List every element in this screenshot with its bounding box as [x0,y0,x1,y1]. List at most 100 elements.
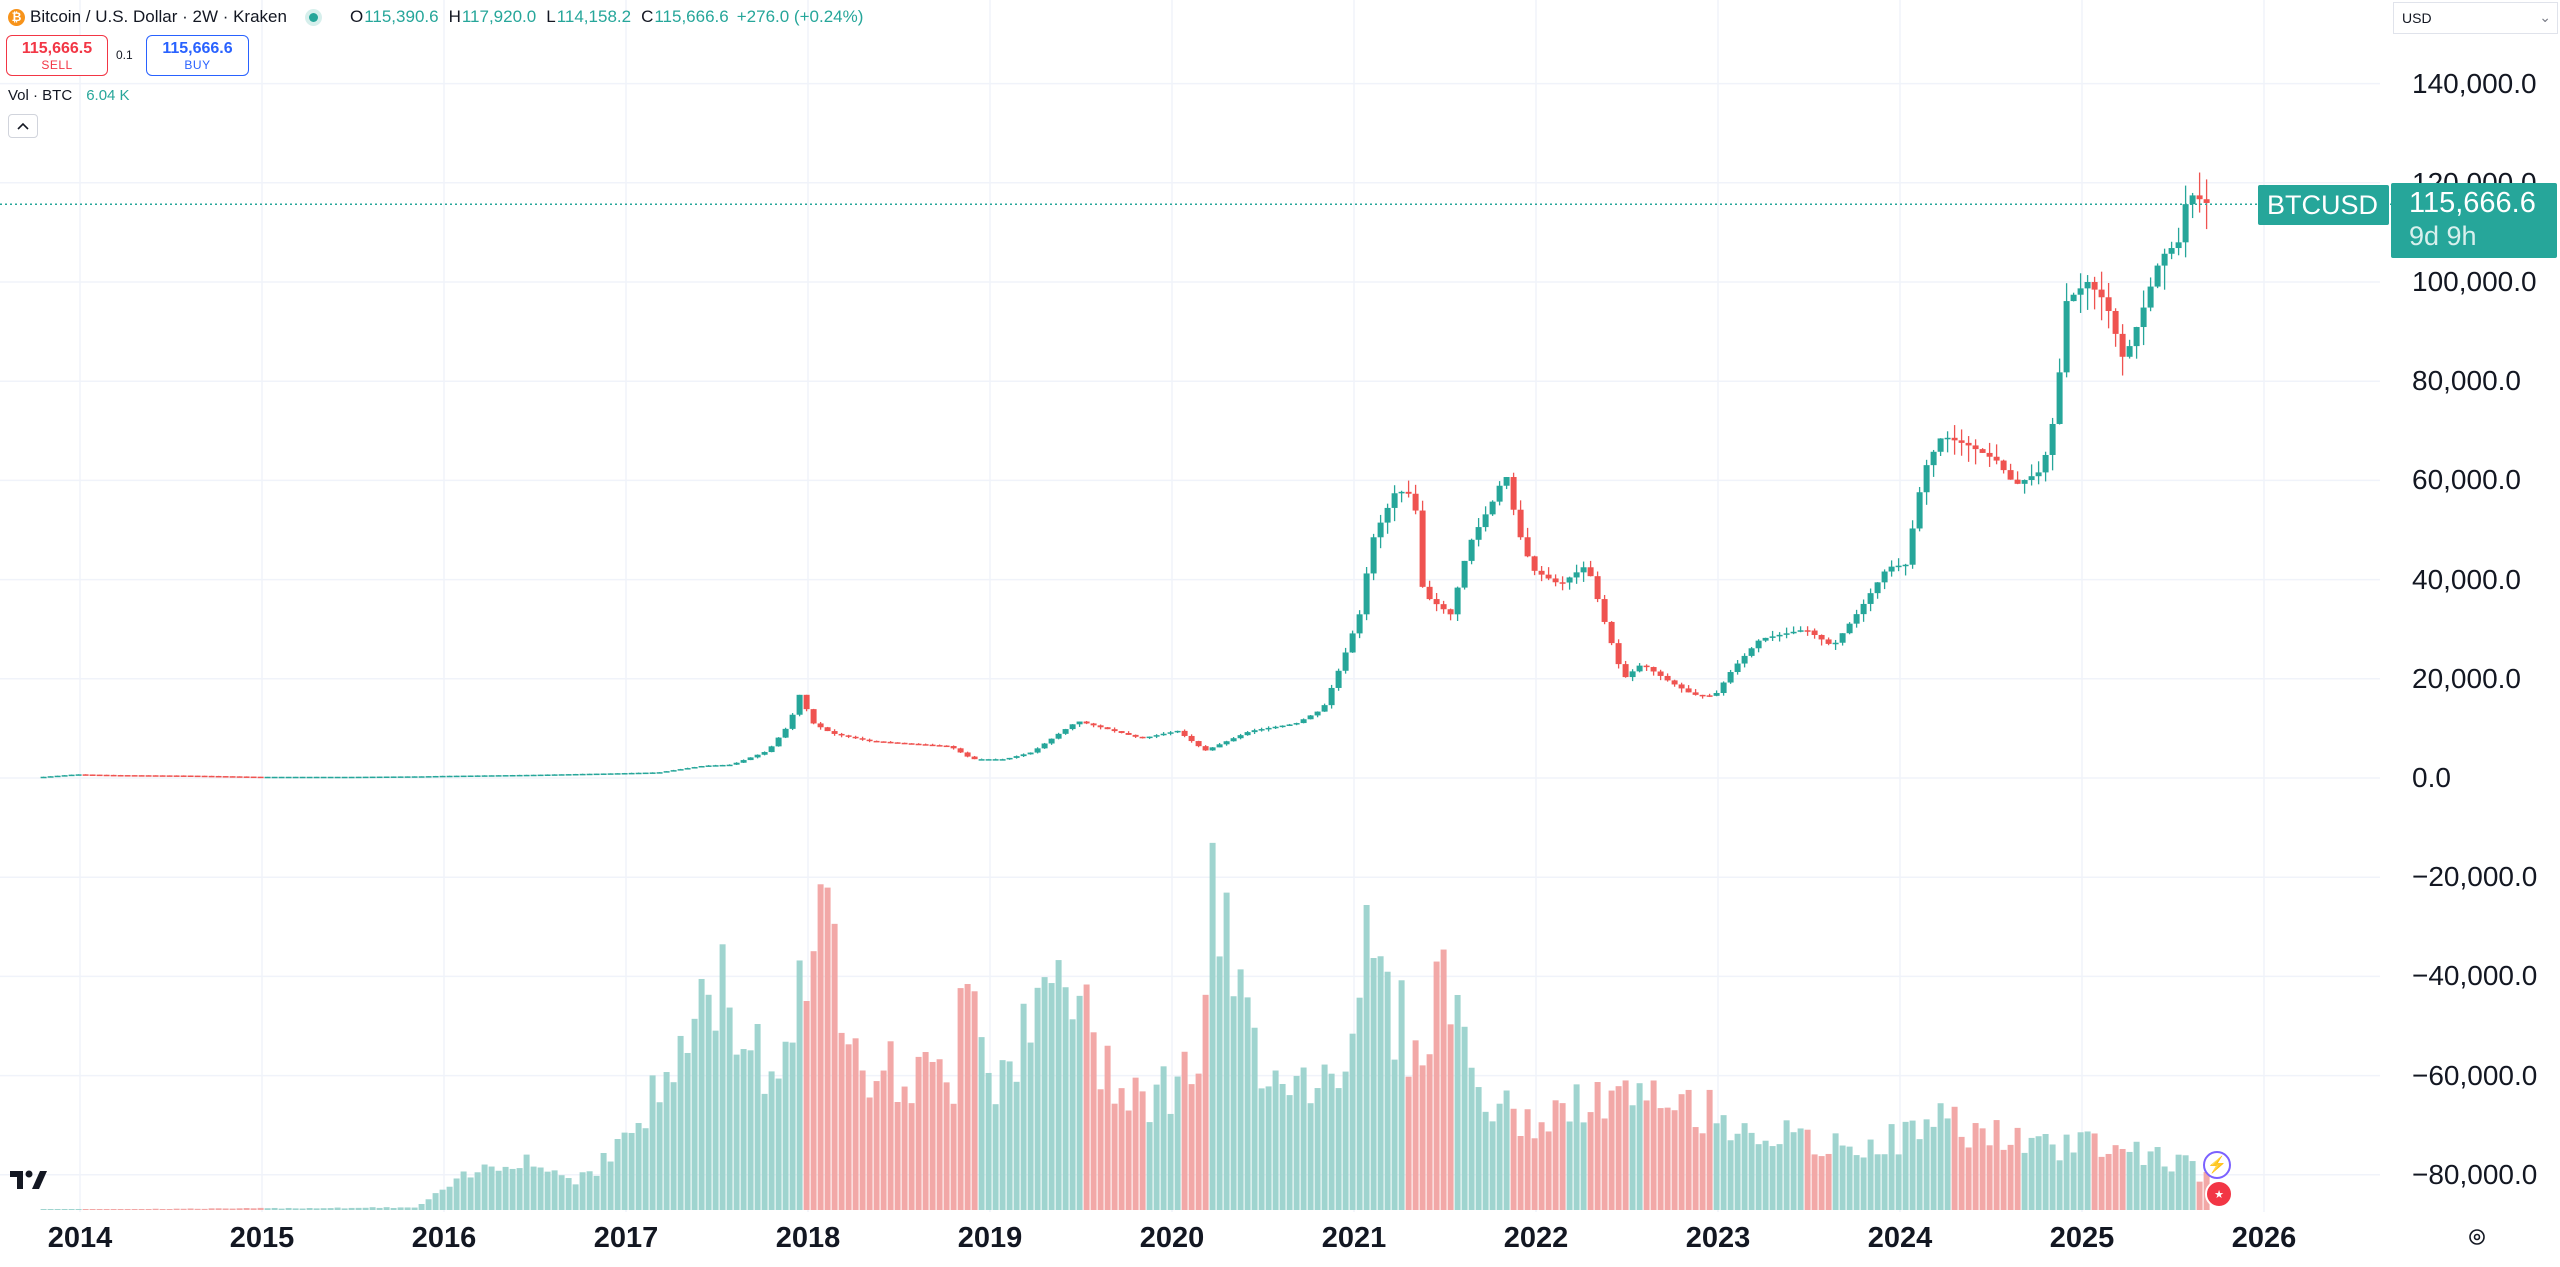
candle-body [103,774,110,777]
volume-bar [1335,1088,1342,1210]
volume-bar [1293,1075,1300,1210]
volume-bar [1552,1100,1559,1210]
tradingview-logo-icon[interactable] [10,1168,48,1192]
volume-bar [607,1161,614,1210]
candle-body [47,776,54,778]
volume-bar [523,1154,530,1210]
candle-body [649,772,656,774]
volume-bar [1573,1084,1580,1210]
candle-body [194,775,201,778]
volume-bar [1678,1094,1685,1210]
candle-body [1321,705,1328,712]
candlestick-series [40,172,2210,779]
volume-bar [1979,1128,1986,1210]
volume-bar [348,1207,355,1210]
volume-bar [1328,1073,1335,1210]
candle-body [1447,609,1454,615]
open-value: 115,390.6 [364,7,439,26]
collapse-legend-button[interactable] [8,114,38,138]
candle-body [1741,655,1748,664]
volume-bar [1608,1090,1615,1210]
volume-bar [250,1208,257,1210]
candle-body [488,775,495,777]
candle-body [243,776,250,778]
candle-body [1594,576,1601,600]
candle-body [327,776,334,779]
sell-button[interactable]: 115,666.5 SELL [6,35,108,76]
candle-body [1181,730,1188,736]
volume-bar [1930,1126,1937,1210]
volume-bar [859,1070,866,1210]
symbol-title[interactable]: Bitcoin / U.S. Dollar · 2W · Kraken [30,7,287,26]
candle-body [1027,752,1034,755]
candle-body [1482,514,1489,528]
volume-bar [964,984,971,1210]
bitcoin-icon: ₿ [8,8,25,26]
volume-bar [1615,1086,1622,1210]
x-tick-label: 2014 [47,1222,113,1254]
candle-body [978,759,985,761]
candle-body [1972,445,1979,450]
gear-icon[interactable] [2466,1226,2488,1248]
lightning-icon[interactable]: ⚡ [2203,1151,2231,1179]
volume-bar [978,1037,985,1210]
candle-body [1755,640,1762,649]
candle-body [2028,476,2035,481]
candle-body [1286,724,1293,726]
volume-bar [880,1070,887,1210]
us-flag-icon[interactable]: ★ [2205,1180,2233,1208]
candle-body [2112,310,2119,334]
volume-bar [243,1208,250,1210]
candle-body [663,771,670,773]
volume-bar [2091,1133,2098,1210]
y-tick-label: −20,000.0 [2412,861,2538,893]
candle-body [1307,715,1314,720]
candle-body [1055,733,1062,739]
candle-body [1902,564,1909,567]
volume-bar [1083,984,1090,1210]
last-price-value: 115,666.6 [2409,187,2536,219]
candle-body [1895,565,1902,568]
volume-bar [740,1049,747,1210]
currency-select[interactable]: USD ⌄ [2393,2,2558,34]
candle-body [1041,743,1048,749]
x-tick-label: 2025 [2049,1222,2115,1254]
volume-bar [306,1208,313,1210]
y-tick-label: 20,000.0 [2412,662,2521,694]
volume-bar [1027,1042,1034,1210]
candle-body [1461,560,1468,588]
volume-bar [2028,1137,2035,1210]
candle-body [950,746,957,749]
volume-bar [2147,1151,2154,1210]
candle-body [1034,748,1041,753]
candle-body [642,772,649,775]
volume-bar [1783,1120,1790,1210]
candle-body [894,742,901,744]
volume-bar [1020,1003,1027,1210]
candle-body [383,776,390,779]
volume-bar [1594,1082,1601,1210]
volume-bar [2063,1134,2070,1210]
y-tick-label: 140,000.0 [2412,67,2537,99]
candle-body [1713,693,1720,696]
candle-body [145,775,152,777]
volume-bar [341,1208,348,1210]
volume-bar [1447,1024,1454,1210]
candle-body [1650,667,1657,672]
candle-body [1706,695,1713,697]
volume-bar [2196,1181,2203,1210]
buy-button[interactable]: 115,666.6 BUY [146,35,249,76]
x-tick-label: 2019 [957,1222,1023,1254]
candle-body [691,767,698,769]
volume-bar [1566,1121,1573,1210]
candle-body [187,775,194,778]
candle-body [467,775,474,778]
volume-bar [1139,1091,1146,1210]
x-tick-label: 2026 [2231,1222,2297,1254]
candle-body [1937,438,1944,452]
candle-body [2147,286,2154,308]
volume-bar [2182,1155,2189,1210]
volume-bar [1622,1080,1629,1210]
